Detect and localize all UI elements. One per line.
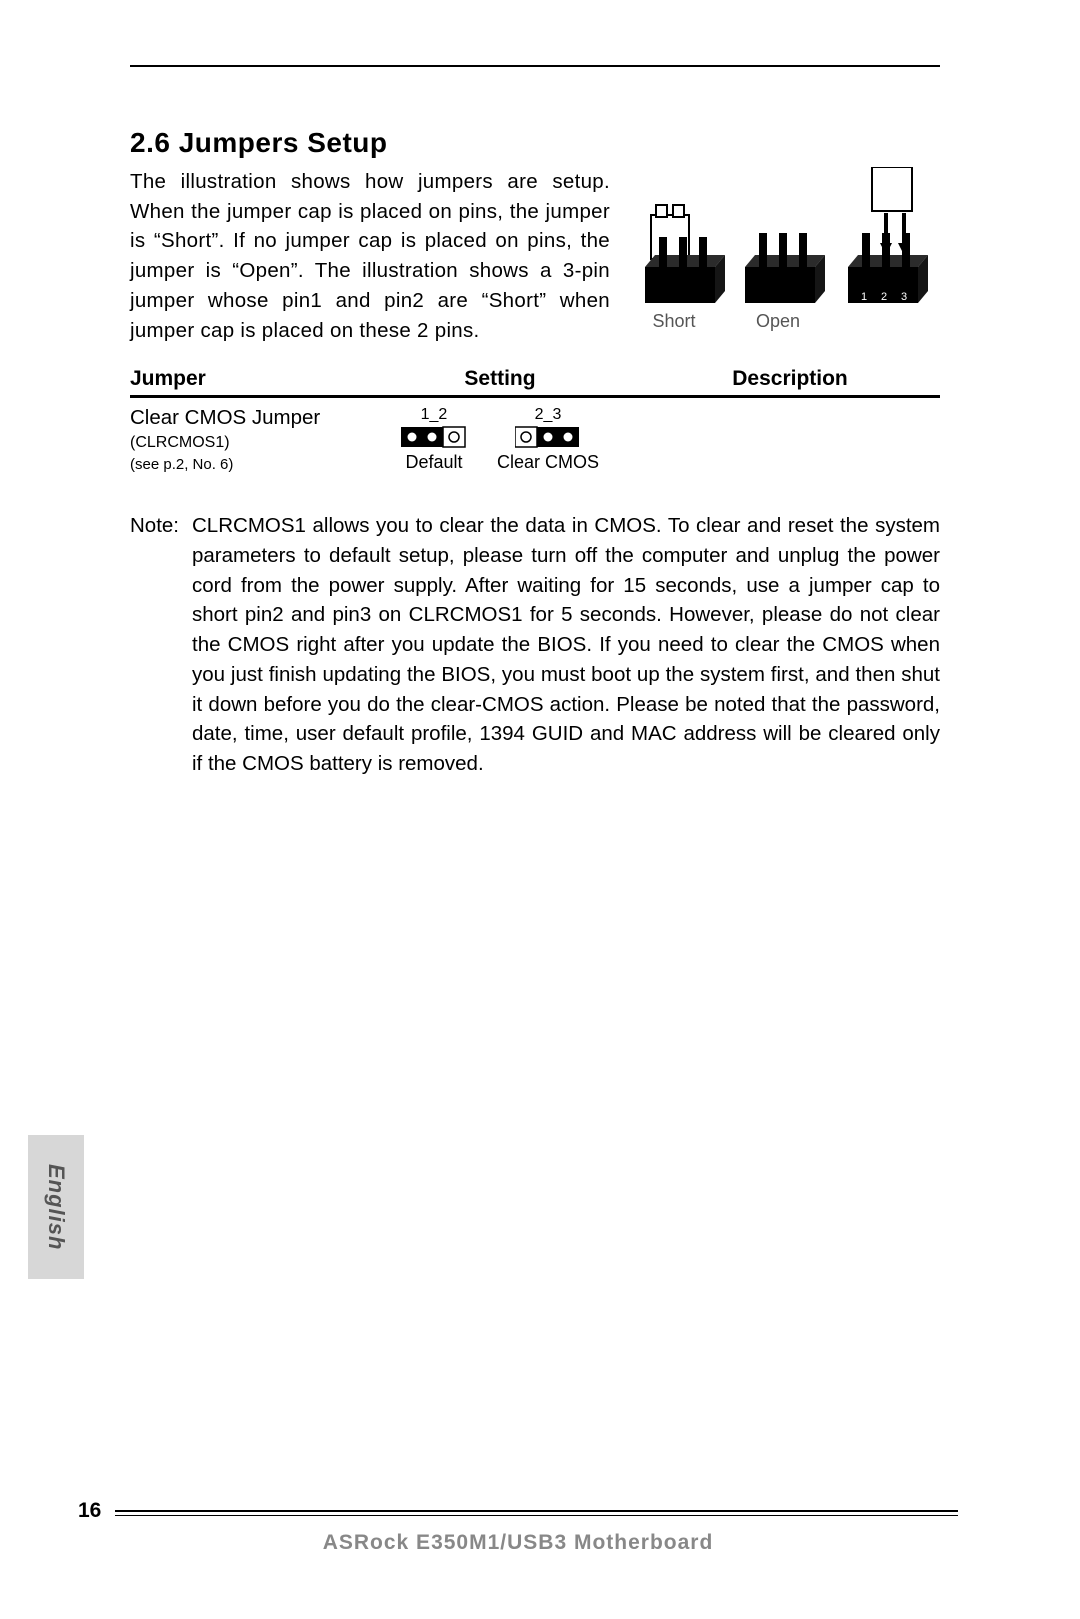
illus-label-short: Short: [652, 311, 695, 331]
col-header-setting: Setting: [360, 367, 640, 391]
table-header-row: Jumper Setting Description: [130, 367, 940, 398]
svg-text:2: 2: [881, 291, 887, 303]
jumper-ref: (see p.2, No. 6): [130, 456, 360, 473]
top-horizontal-rule: [130, 65, 940, 67]
note-label: Note:: [130, 511, 192, 541]
intro-paragraph: The illustration shows how jumpers are s…: [130, 167, 610, 345]
col-header-description: Description: [640, 367, 940, 391]
note-block: Note: CLRCMOS1 allows you to clear the d…: [130, 511, 940, 778]
footer-title: ASRock E350M1/USB3 Motherboard: [78, 1531, 958, 1555]
svg-text:3: 3: [901, 291, 907, 303]
table-row: Clear CMOS Jumper (CLRCMOS1) (see p.2, N…: [130, 398, 940, 473]
jumper-illustration: Short Open: [630, 167, 940, 342]
svg-text:1: 1: [861, 291, 867, 303]
col-header-jumper: Jumper: [130, 367, 360, 391]
footer-rule: [115, 1510, 958, 1512]
page-number: 16: [78, 1499, 101, 1523]
jumper-name: Clear CMOS Jumper: [130, 404, 360, 432]
jumper-table: Jumper Setting Description Clear CMOS Ju…: [130, 367, 940, 473]
jumper-subname: (CLRCMOS1): [130, 434, 360, 452]
language-tab: English: [28, 1135, 84, 1279]
note-body: CLRCMOS1 allows you to clear the data in…: [192, 511, 940, 778]
illus-label-open: Open: [756, 311, 800, 331]
page-footer: 16 ASRock E350M1/USB3 Motherboard: [78, 1499, 958, 1555]
section-heading: 2.6 Jumpers Setup: [130, 127, 940, 159]
setting-default: 1_2 Default: [401, 406, 467, 473]
setting-clear-cmos: 2_3 Clear CMOS: [497, 406, 599, 473]
